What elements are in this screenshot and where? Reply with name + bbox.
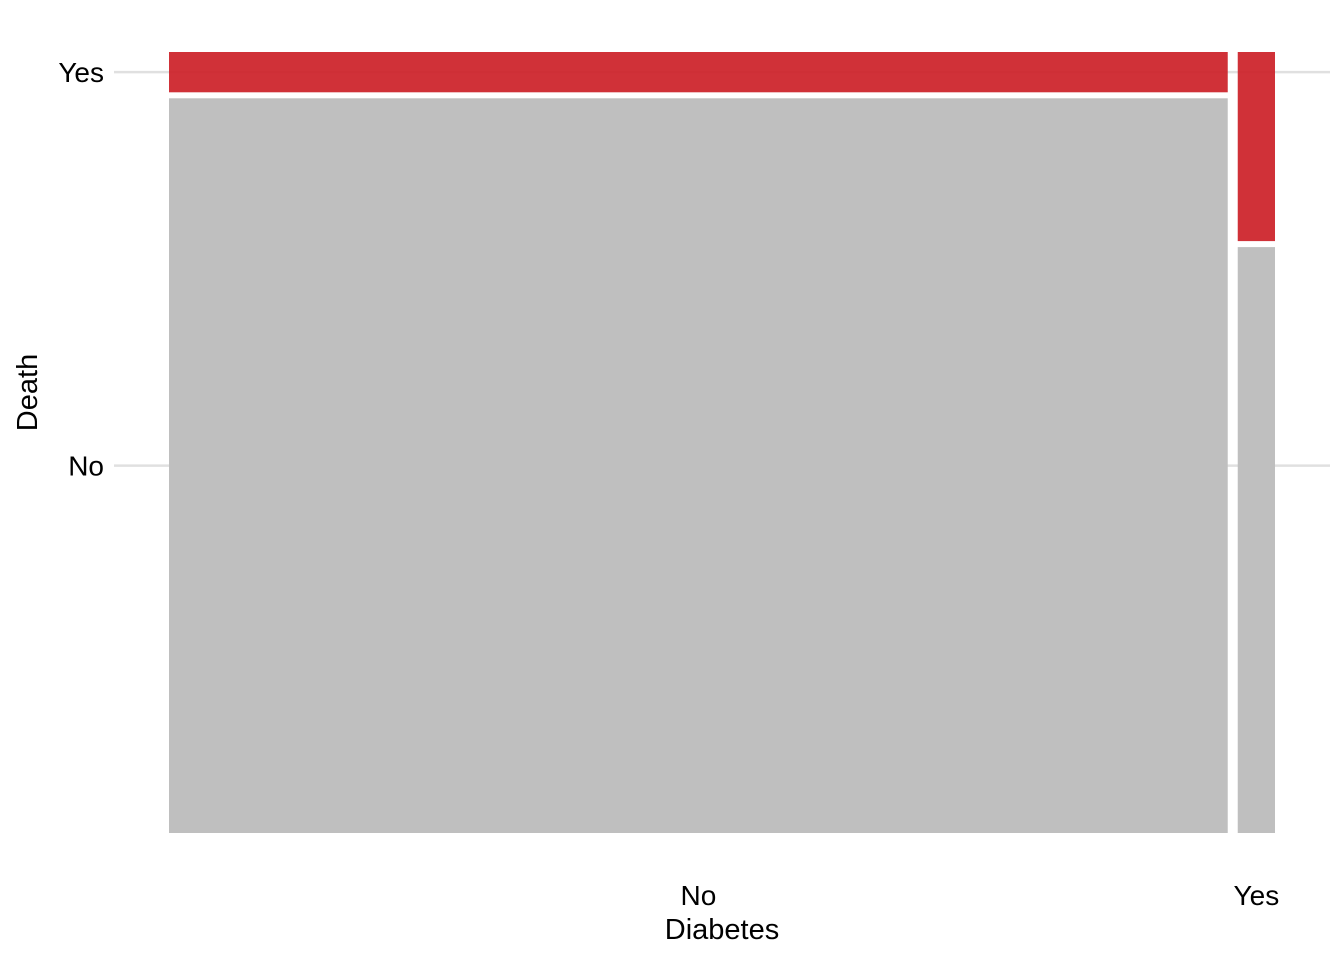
x-tick-label: Yes (1234, 880, 1280, 911)
tile-diabetes-yes-death-yes (1237, 52, 1275, 242)
tile-diabetes-no-death-yes (169, 52, 1228, 93)
y-axis-ticks: No Yes (58, 57, 104, 482)
y-tick-label: Yes (58, 57, 104, 88)
y-axis-title: Death (12, 354, 44, 431)
x-axis-ticks: No Yes (680, 880, 1279, 911)
mosaic-tiles (169, 52, 1275, 834)
tile-diabetes-no-death-no (169, 98, 1228, 834)
x-axis-title: Diabetes (665, 914, 779, 946)
tile-diabetes-yes-death-no (1237, 247, 1275, 834)
x-tick-label: No (680, 880, 716, 911)
y-tick-label: No (68, 451, 104, 482)
